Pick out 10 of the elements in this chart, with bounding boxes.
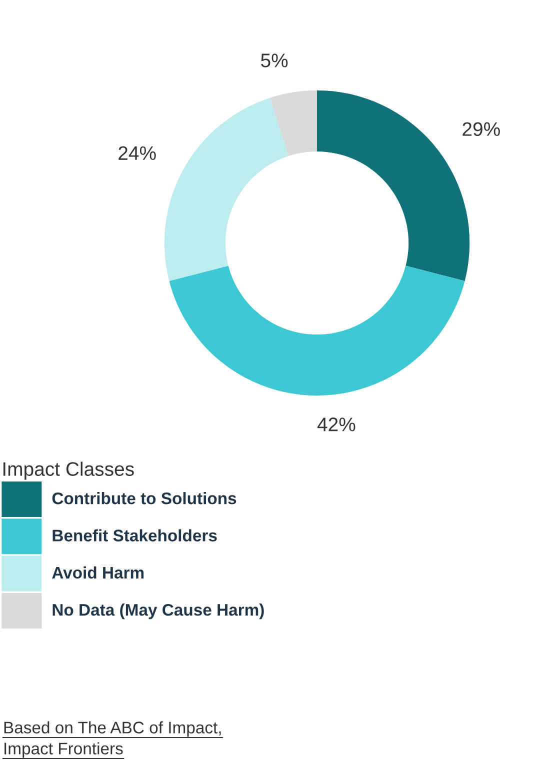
data-label: 29%: [462, 122, 500, 136]
legend-label: No Data (May Cause Harm): [52, 604, 264, 620]
legend-title: Impact Classes: [3, 462, 134, 480]
legend-label: Avoid Harm: [52, 566, 144, 579]
legend-label: Benefit Stakeholders: [52, 529, 217, 542]
text: Based on The ABC of Impact, Impact Frontiers: [4, 721, 221, 758]
data-label: 24%: [118, 146, 156, 160]
data-label: 5%: [261, 54, 288, 68]
data-label: 42%: [317, 418, 356, 432]
legend-label: Contribute to Solutions: [52, 492, 236, 504]
